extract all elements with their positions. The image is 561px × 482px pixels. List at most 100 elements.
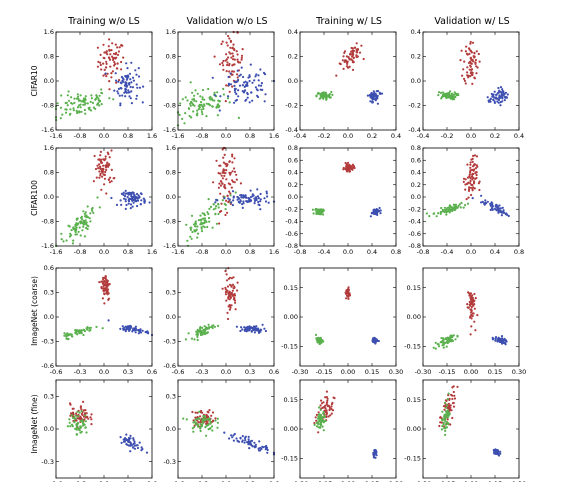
blue-point: [251, 327, 254, 330]
green-point: [85, 223, 88, 226]
y-tick-label: 0.4: [288, 169, 298, 177]
red-point: [469, 179, 472, 183]
blue-point: [242, 75, 245, 79]
red-point: [225, 178, 228, 181]
blue-point: [250, 439, 254, 442]
blue-point: [119, 327, 122, 330]
green-point: [196, 425, 200, 428]
blue-point: [495, 96, 498, 99]
green-point: [80, 331, 83, 334]
green-point: [456, 334, 459, 337]
green-point: [83, 212, 86, 215]
red-point: [196, 411, 199, 414]
red-point: [347, 161, 350, 164]
green-point: [187, 107, 190, 110]
green-point: [78, 411, 81, 414]
blue-point: [132, 437, 135, 440]
blue-point: [138, 196, 141, 199]
blue-point: [492, 98, 495, 101]
red-point: [109, 65, 112, 68]
green-point: [196, 236, 199, 239]
green-point: [212, 208, 215, 211]
red-point: [104, 283, 107, 286]
blue-point: [495, 93, 498, 96]
green-point: [82, 328, 85, 331]
red-point: [473, 52, 476, 55]
red-point: [468, 173, 471, 176]
blue-point: [497, 211, 500, 214]
red-point: [328, 405, 331, 408]
blue-point: [132, 79, 135, 82]
y-tick-label: 0.8: [44, 53, 54, 61]
blue-point: [126, 325, 129, 328]
green-point: [64, 101, 67, 105]
green-point: [442, 346, 445, 349]
blue-point: [238, 440, 241, 443]
red-point: [228, 276, 232, 279]
red-point: [328, 408, 331, 412]
y-tick-label: -0.2: [285, 102, 298, 110]
red-point: [96, 46, 99, 49]
red-point: [110, 149, 113, 152]
blue-point: [107, 319, 110, 322]
blue-point: [130, 195, 133, 198]
green-point: [80, 110, 83, 113]
blue-point: [242, 194, 245, 197]
y-tick-label: 1.6: [166, 28, 176, 36]
blue-point: [260, 84, 263, 87]
red-point: [224, 187, 227, 190]
red-point: [331, 409, 335, 412]
red-point: [105, 168, 108, 171]
red-point: [99, 167, 102, 170]
red-point: [229, 306, 232, 309]
green-point: [314, 333, 318, 336]
blue-point: [369, 100, 372, 103]
red-point: [344, 291, 347, 294]
green-point: [207, 428, 210, 431]
blue-point: [148, 201, 151, 204]
green-point: [194, 225, 197, 228]
blue-point: [131, 86, 135, 89]
red-point: [452, 401, 455, 405]
blue-point: [230, 201, 233, 204]
green-point: [67, 99, 71, 102]
x-tick-label: -0.6: [172, 368, 185, 376]
x-tick-label: -0.4: [417, 132, 430, 140]
red-point: [453, 394, 456, 397]
blue-point: [499, 90, 502, 93]
green-point: [66, 94, 69, 97]
blue-point: [257, 447, 260, 450]
green-point: [202, 328, 205, 331]
red-point: [438, 424, 441, 428]
blue-point: [227, 95, 230, 98]
red-point: [224, 162, 227, 165]
green-point: [446, 409, 449, 412]
green-point: [71, 335, 74, 338]
red-point: [103, 183, 106, 186]
green-point: [112, 98, 115, 101]
red-point: [236, 73, 239, 76]
red-point: [468, 292, 471, 295]
x-tick-label: 0.15: [365, 368, 379, 376]
green-point: [205, 102, 208, 105]
y-tick-label: -0.2: [285, 205, 298, 213]
green-point: [211, 429, 214, 432]
green-point: [203, 214, 206, 217]
green-point: [181, 98, 184, 101]
red-point: [467, 61, 471, 64]
red-point: [106, 280, 109, 283]
green-point: [74, 230, 77, 234]
green-point: [100, 91, 103, 94]
green-point: [207, 212, 210, 216]
red-point: [471, 41, 475, 44]
blue-point: [238, 74, 241, 77]
green-point: [436, 343, 439, 346]
x-tick-label: -0.3: [74, 480, 87, 482]
red-point: [470, 193, 473, 197]
red-point: [225, 299, 228, 302]
red-point: [473, 187, 476, 190]
blue-point: [244, 328, 247, 331]
blue-point: [124, 325, 127, 328]
red-point: [86, 415, 89, 418]
red-point: [473, 292, 476, 296]
